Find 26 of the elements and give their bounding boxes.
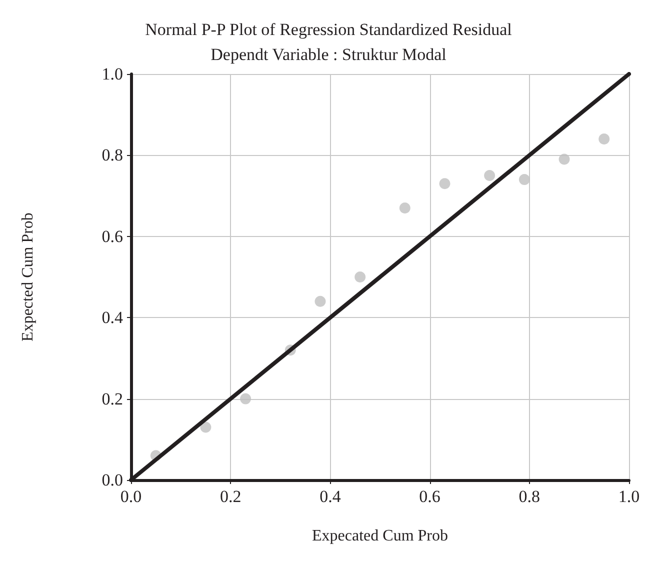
x-tick-label: 0.6	[419, 487, 440, 506]
point	[314, 296, 326, 307]
y-tick-label: 0.2	[102, 389, 123, 408]
point	[558, 154, 570, 165]
point	[518, 174, 530, 186]
y-tick-label: 0.8	[102, 146, 123, 165]
y-tick-label: 0.0	[102, 470, 123, 490]
point	[484, 170, 496, 181]
x-tick-label: 1.0	[618, 487, 640, 506]
x-tick-label: 0.2	[220, 487, 242, 506]
y-tick-label: 1.0	[102, 64, 123, 84]
x-axis-title: Expecated Cum Prob	[312, 528, 448, 544]
chart-subtitle: Dependt Variable : Struktur Modal	[210, 45, 447, 64]
chart-title: Normal P-P Plot of Regression Standardized Residual	[145, 20, 512, 39]
y-tick-label: 0.6	[102, 226, 123, 246]
y-tick-label: 0.4	[102, 308, 124, 328]
point	[354, 272, 366, 282]
y-axis-title: Expected Cum Prob	[20, 212, 36, 342]
point	[439, 178, 450, 190]
point	[200, 422, 212, 433]
point	[399, 202, 410, 214]
point	[598, 133, 610, 144]
x-tick-label: 0.8	[518, 487, 540, 506]
point	[240, 393, 252, 404]
x-tick-label: 0.0	[120, 487, 142, 506]
x-tick-label: 0.4	[320, 487, 342, 506]
